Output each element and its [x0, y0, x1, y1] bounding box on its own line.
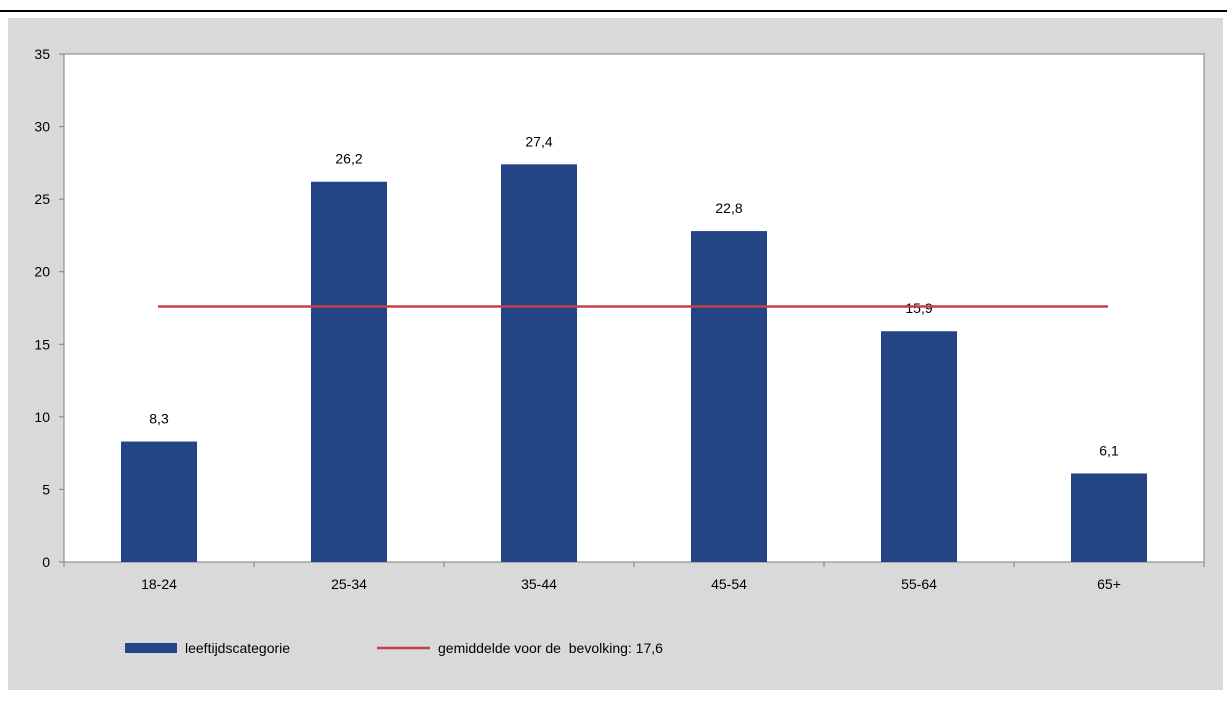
y-tick-label: 10 [34, 409, 50, 425]
y-tick-label: 15 [34, 336, 50, 352]
bar [881, 331, 957, 562]
legend-label-line: gemiddelde voor de bevolking: 17,6 [438, 640, 663, 656]
legend-label-bars: leeftijdscategorie [185, 640, 290, 656]
x-tick-label: 25-34 [331, 576, 367, 592]
x-tick-label: 55-64 [901, 576, 937, 592]
bar-value-label: 8,3 [149, 411, 169, 427]
x-tick-label: 18-24 [141, 576, 177, 592]
legend-swatch-bars [125, 643, 177, 653]
bar [311, 181, 387, 562]
bar-value-label: 22,8 [715, 200, 742, 216]
bar-value-label: 15,9 [905, 300, 932, 316]
y-axis: 0 5 10 15 20 25 30 35 [34, 46, 65, 570]
y-tick-label: 25 [34, 191, 50, 207]
bar-value-label: 26,2 [335, 151, 362, 167]
x-axis: 18-24 25-34 35-44 45-54 55-64 65+ [63, 561, 1205, 592]
x-tick-label: 65+ [1097, 576, 1121, 592]
bar [501, 164, 577, 562]
bar-data-labels: 8,3 26,2 27,4 22,8 15,9 6,1 [149, 133, 1119, 458]
top-rule [0, 10, 1227, 12]
bar [1071, 473, 1147, 562]
y-tick-label: 20 [34, 264, 50, 280]
legend: leeftijdscategorie gemiddelde voor de bev… [125, 640, 663, 656]
bar-value-label: 27,4 [525, 133, 552, 149]
x-tick-label: 35-44 [521, 576, 557, 592]
x-tick-label: 45-54 [711, 576, 747, 592]
y-tick-label: 0 [42, 554, 50, 570]
bars [121, 164, 1147, 562]
bar [121, 441, 197, 562]
y-tick-label: 35 [34, 46, 50, 62]
y-tick-label: 5 [42, 481, 50, 497]
bar-value-label: 6,1 [1099, 442, 1119, 458]
bar [691, 231, 767, 562]
y-tick-label: 30 [34, 119, 50, 135]
plot-area [63, 53, 1205, 563]
